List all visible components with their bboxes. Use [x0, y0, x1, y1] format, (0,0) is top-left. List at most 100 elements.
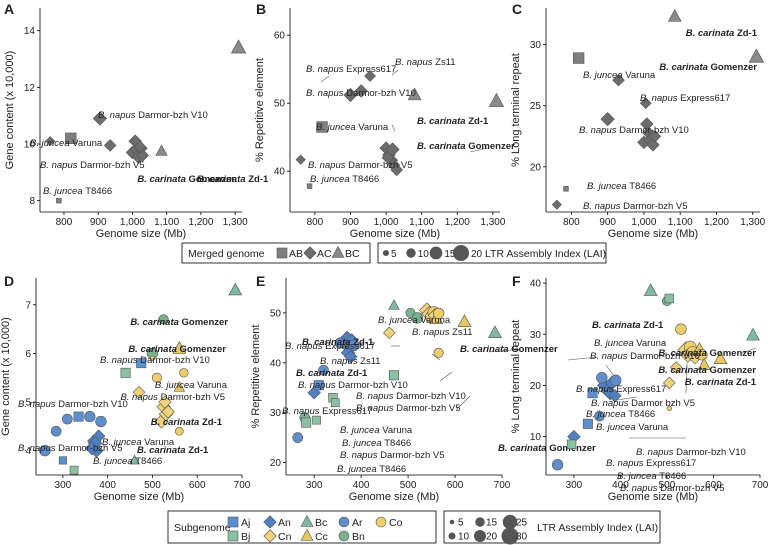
strain-name: Zs11 — [360, 356, 380, 367]
strain-name: Varuna — [358, 122, 389, 133]
strain-name: Darmor-bzh V5 — [623, 201, 687, 212]
species-name: B. napus — [285, 341, 325, 352]
species-name: B. napus — [590, 351, 630, 362]
data-point — [334, 337, 346, 349]
strain-name: Varuna — [382, 425, 413, 436]
legend-marker — [303, 246, 317, 260]
point-label: B. carinata Gomenzer — [417, 141, 515, 152]
species-name: B. napus — [306, 64, 346, 75]
strain-name: T8466 — [628, 409, 655, 420]
x-axis-label: Genome size (Mb) — [96, 228, 186, 240]
strain-name: T8466 — [629, 181, 656, 192]
species-name: B. napus — [395, 57, 435, 68]
leader-line — [456, 395, 471, 410]
x-tick-label: 900 — [90, 217, 107, 228]
data-point — [95, 415, 107, 428]
species-name: B. napus — [18, 399, 58, 410]
point-label: B. carinata Gomenzer — [658, 348, 756, 359]
x-tick-label: 1,100 — [668, 217, 693, 228]
strain-name: Darmor-bzh V5 — [380, 450, 444, 461]
species-name: B. napus — [606, 458, 646, 469]
legend-merged: Merged genome AB AC BC 5 10 15 20 LTR Assembly I… — [181, 242, 607, 264]
strain-name: Express617 — [346, 64, 396, 75]
data-point — [488, 325, 502, 338]
point-label: B. juncea Varuna — [583, 70, 656, 81]
point-label: B. napus Zs11 — [320, 356, 381, 367]
data-point — [58, 456, 67, 465]
y-axis-label: % Long terminal repeat — [510, 320, 522, 434]
data-point — [50, 425, 62, 437]
data-point — [132, 386, 146, 399]
point-label: B. carinata Zd-1 — [151, 417, 223, 428]
x-tick-label: 900 — [599, 217, 616, 228]
leader-line — [685, 362, 688, 394]
point-label: B. juncea Varuna — [155, 380, 228, 391]
data-point — [73, 411, 84, 422]
lai-label: 20 — [471, 249, 483, 260]
species-name: B. carinata — [417, 116, 468, 127]
lai-marker — [448, 532, 456, 540]
legend-label: Bn — [352, 531, 365, 543]
strain-name: Gomenzer — [511, 344, 558, 355]
species-name: B. juncea — [30, 138, 72, 149]
legend-label: An — [278, 517, 291, 529]
x-tick-label: 1,200 — [188, 217, 213, 228]
point-label: B. napus Zs11 — [412, 327, 473, 338]
strain-name: Varuna — [625, 70, 656, 81]
point-label: B. carinata Gomenzer — [128, 344, 226, 355]
data-point — [643, 283, 658, 296]
x-tick-label: 600 — [705, 480, 722, 491]
panel-letter: D — [4, 273, 14, 289]
strain-name: Zd-1 — [737, 28, 758, 39]
point-label: B. napus Express617 — [282, 406, 372, 417]
data-point — [161, 405, 175, 419]
legend-label: BC — [345, 248, 360, 260]
y-tick-label: 50 — [274, 99, 286, 110]
panel-letter: A — [4, 1, 14, 17]
data-point — [306, 183, 313, 189]
point-label: B. napus Darmor-bzh V5 — [120, 392, 225, 403]
strain-name: Darmor-bzh V10 — [140, 355, 210, 366]
y-axis-label: % Long terminal repeat — [510, 53, 522, 167]
species-name: B. napus — [591, 398, 631, 409]
legend-title: Merged genome — [188, 248, 265, 260]
y-tick-label: 25 — [530, 101, 542, 112]
y-tick-label: 6 — [25, 349, 31, 360]
panel-D: D 300 400 500 600 700 4 5 6 7 Genome size (Mb) Gene… — [0, 273, 251, 503]
y-tick-label: 7 — [25, 300, 31, 311]
species-name: B. carinata — [197, 174, 248, 185]
y-tick-label: 60 — [274, 31, 286, 42]
strain-name: Express617 — [616, 384, 666, 395]
species-name: B. napus — [620, 483, 660, 494]
legend-marker — [227, 516, 239, 528]
point-label: B. juncea T8466 — [617, 471, 686, 482]
legend-label: Bj — [241, 531, 250, 543]
x-tick-label: 1,100 — [154, 217, 179, 228]
lai-label: 15 — [486, 518, 498, 529]
point-label: B. carinata Zd-1 — [296, 368, 368, 379]
strain-name: Express617 — [325, 341, 375, 352]
lai-title: LTR Assembly Index (LAI) — [537, 522, 658, 534]
point-label: B. napus Darmor-bzh V10 — [590, 351, 700, 362]
strain-name: T8466 — [135, 456, 162, 467]
data-point — [133, 140, 147, 154]
point-label: B. napus Darmor-bzh V10 — [18, 399, 128, 410]
species-name: B. juncea — [102, 437, 144, 448]
point-label: B. carinata Gomenzer — [130, 317, 228, 328]
y-tick-label: 40 — [270, 358, 282, 369]
species-name: B. napus — [340, 450, 380, 461]
species-name: B. carinata — [658, 365, 709, 376]
data-point — [295, 154, 306, 165]
data-point — [292, 432, 304, 443]
data-point — [344, 350, 358, 364]
point-label: B. carinata Zd-1 — [417, 116, 489, 127]
species-name: B. juncea — [617, 471, 659, 482]
x-tick-label: 700 — [494, 480, 511, 491]
data-point — [348, 339, 360, 351]
strain-name: T8466 — [659, 471, 686, 482]
strain-name: Express617 — [680, 93, 730, 104]
y-axis-label: % Repetitive element — [250, 325, 262, 429]
strain-name: Gomenzer — [711, 62, 758, 73]
point-label: B. carinata Zd-1 — [685, 377, 757, 388]
data-point — [69, 465, 79, 475]
